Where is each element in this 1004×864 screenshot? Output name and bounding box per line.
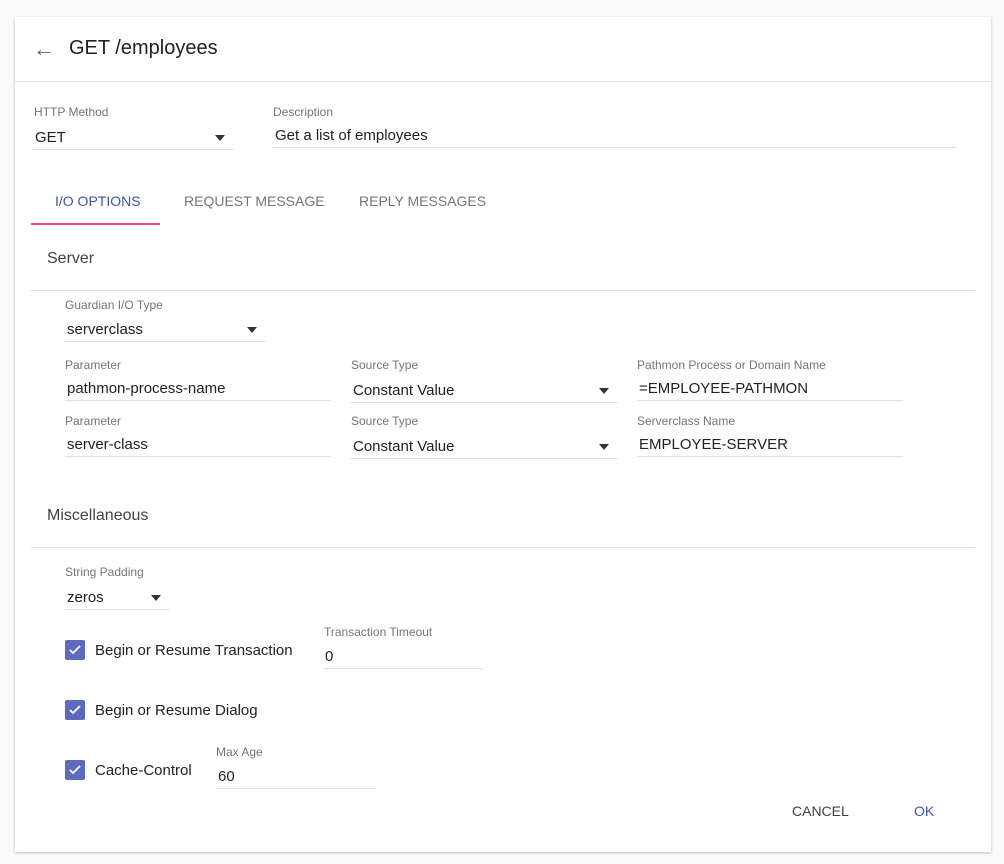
caret-down-icon <box>247 327 257 333</box>
description-label: Description <box>273 105 334 119</box>
string-padding-select[interactable]: zeros <box>65 586 169 610</box>
timeout-input[interactable]: 0 <box>323 645 483 669</box>
serverclass-value: EMPLOYEE-SERVER <box>639 436 788 453</box>
source-type-label: Source Type <box>351 358 419 372</box>
parameter-label: Parameter <box>65 358 122 372</box>
source-type-value: Constant Value <box>353 382 455 399</box>
caret-down-icon <box>151 595 161 601</box>
check-icon <box>69 765 81 775</box>
source-type-select[interactable]: Constant Value <box>351 435 617 459</box>
tab-io-options[interactable]: I/O OPTIONS <box>55 193 141 209</box>
timeout-value: 0 <box>325 648 334 665</box>
page-title: GET /employees <box>69 37 218 59</box>
string-padding-label: String Padding <box>65 565 144 579</box>
ok-button[interactable]: OK <box>914 803 935 819</box>
cache-control-checkbox[interactable] <box>65 760 85 780</box>
serverclass-label: Serverclass Name <box>637 414 736 428</box>
caret-down-icon <box>599 444 609 450</box>
dialog-label: Begin or Resume Dialog <box>95 702 258 719</box>
dialog-checkbox[interactable] <box>65 700 85 720</box>
parameter-label: Parameter <box>65 414 122 428</box>
parameter-input[interactable]: pathmon-process-name <box>65 377 331 401</box>
source-type-label: Source Type <box>351 414 419 428</box>
source-type-select[interactable]: Constant Value <box>351 379 617 403</box>
http-method-label: HTTP Method <box>34 105 109 119</box>
check-icon <box>69 705 81 715</box>
caret-down-icon <box>215 135 225 141</box>
io-type-label: Guardian I/O Type <box>65 298 163 312</box>
serverclass-input[interactable]: EMPLOYEE-SERVER <box>637 433 903 457</box>
string-padding-value: zeros <box>67 589 104 606</box>
max-age-value: 60 <box>218 768 235 785</box>
parameter-value: server-class <box>67 436 148 453</box>
arrow-left-icon[interactable]: ← <box>33 36 55 61</box>
divider <box>31 290 975 291</box>
check-icon <box>69 645 81 655</box>
divider <box>15 81 991 82</box>
timeout-label: Transaction Timeout <box>324 625 433 639</box>
cancel-button[interactable]: CANCEL <box>792 803 849 819</box>
transaction-label: Begin or Resume Transaction <box>95 642 293 659</box>
section-misc-title: Miscellaneous <box>47 507 149 524</box>
source-type-value: Constant Value <box>353 438 455 455</box>
pathmon-input[interactable]: =EMPLOYEE-PATHMON <box>637 377 903 401</box>
io-type-select[interactable]: serverclass <box>65 318 265 342</box>
description-input[interactable]: Get a list of employees <box>273 124 957 148</box>
description-value: Get a list of employees <box>275 127 428 144</box>
max-age-input[interactable]: 60 <box>216 765 376 789</box>
http-method-select[interactable]: GET <box>33 126 233 150</box>
tab-reply-messages[interactable]: REPLY MESSAGES <box>359 193 487 209</box>
parameter-input[interactable]: server-class <box>65 433 331 457</box>
http-method-value: GET <box>35 129 66 146</box>
section-server-title: Server <box>47 250 95 267</box>
io-type-value: serverclass <box>67 321 143 338</box>
divider <box>31 547 975 548</box>
transaction-checkbox[interactable] <box>65 640 85 660</box>
max-age-label: Max Age <box>216 745 263 759</box>
tab-indicator <box>31 223 160 225</box>
pathmon-value: =EMPLOYEE-PATHMON <box>639 380 809 397</box>
parameter-value: pathmon-process-name <box>67 380 226 397</box>
pathmon-label: Pathmon Process or Domain Name <box>637 358 826 372</box>
dialog-card <box>15 17 991 852</box>
cache-control-label: Cache-Control <box>95 762 192 779</box>
caret-down-icon <box>599 388 609 394</box>
tab-request-message[interactable]: REQUEST MESSAGE <box>184 193 325 209</box>
